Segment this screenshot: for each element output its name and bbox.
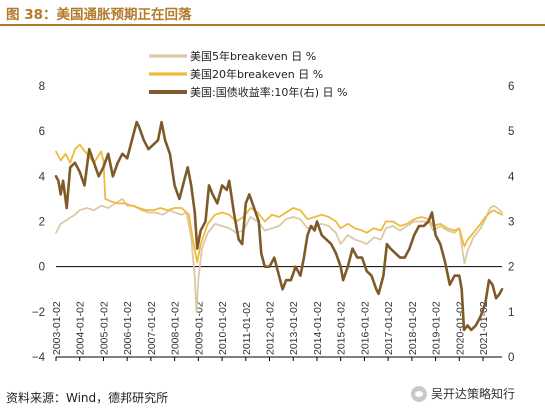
- right-tick-label: 3: [508, 217, 514, 229]
- left-tick-label: 2: [39, 217, 45, 229]
- left-tick-label: −2: [32, 307, 45, 319]
- x-tick-label: 2004-01-02: [75, 301, 87, 355]
- x-tick-label: 2005-01-02: [98, 301, 110, 355]
- x-tick-label: 2007-01-02: [146, 301, 158, 355]
- right-tick-label: 1: [508, 307, 514, 319]
- series-line-1: [55, 197, 503, 313]
- x-tick-label: 2017-01-02: [383, 301, 395, 355]
- series-layer: [54, 120, 504, 332]
- x-tick-label: 2014-01-02: [312, 301, 324, 355]
- chart-canvas: −4 −2 0 2 4 6 8 0 1 2 3 4 5 6 2003-01-02 2004-01-02 2005…: [32, 49, 515, 364]
- right-tick-label: 6: [508, 81, 514, 93]
- right-tick-label: 5: [508, 126, 514, 138]
- right-tick-label: 0: [508, 352, 514, 364]
- series-line-3: [54, 120, 504, 332]
- axes-layer: −4 −2 0 2 4 6 8 0 1 2 3 4 5 6 2003-01-02 2004-01-02 2005…: [32, 81, 515, 364]
- title-rule: [0, 24, 545, 26]
- wechat-icon: [411, 385, 427, 402]
- x-tick-label: 2013-01-02: [288, 301, 300, 355]
- left-tick-label: 8: [39, 81, 45, 93]
- left-tick-label: 4: [39, 171, 46, 183]
- x-tick-label: 2011-01-02: [241, 302, 253, 355]
- watermark-text: 吴开达策略知行: [431, 387, 516, 401]
- legend-label-2: 美国20年breakeven 日 %: [190, 67, 323, 81]
- x-tick-label: 2003-01-02: [51, 301, 63, 355]
- legend-label-3: 美国:国债收益率:10年(右) 日 %: [190, 85, 347, 99]
- x-tick-label: 2010-01-02: [217, 301, 229, 355]
- x-tick-label: 2018-01-02: [407, 301, 419, 355]
- x-tick-label: 2006-01-02: [122, 301, 134, 355]
- x-tick-label: 2009-01-02: [193, 301, 205, 355]
- x-tick-label: 2019-01-02: [431, 301, 443, 355]
- left-tick-label: 6: [39, 126, 45, 138]
- legend-label-1: 美国5年breakeven 日 %: [190, 49, 316, 63]
- watermark: 吴开达策略知行: [411, 385, 515, 402]
- left-tick-label: 0: [39, 262, 45, 274]
- x-tick-label: 2016-01-02: [359, 301, 371, 355]
- source-note: 资料来源：Wind，德邦研究所: [6, 391, 169, 405]
- left-tick-label: −4: [32, 352, 46, 364]
- legend-layer: 美国5年breakeven 日 % 美国20年breakeven 日 % 美国:国债…: [149, 49, 347, 99]
- right-tick-label: 4: [508, 171, 515, 183]
- series-line-2: [55, 143, 503, 264]
- x-tick-label: 2015-01-02: [336, 301, 348, 355]
- right-tick-label: 2: [508, 262, 514, 274]
- x-tick-label: 2008-01-02: [170, 301, 182, 355]
- chart-title: 图 38：美国通胀预期正在回落: [6, 7, 192, 23]
- x-tick-label: 2012-01-02: [265, 301, 277, 355]
